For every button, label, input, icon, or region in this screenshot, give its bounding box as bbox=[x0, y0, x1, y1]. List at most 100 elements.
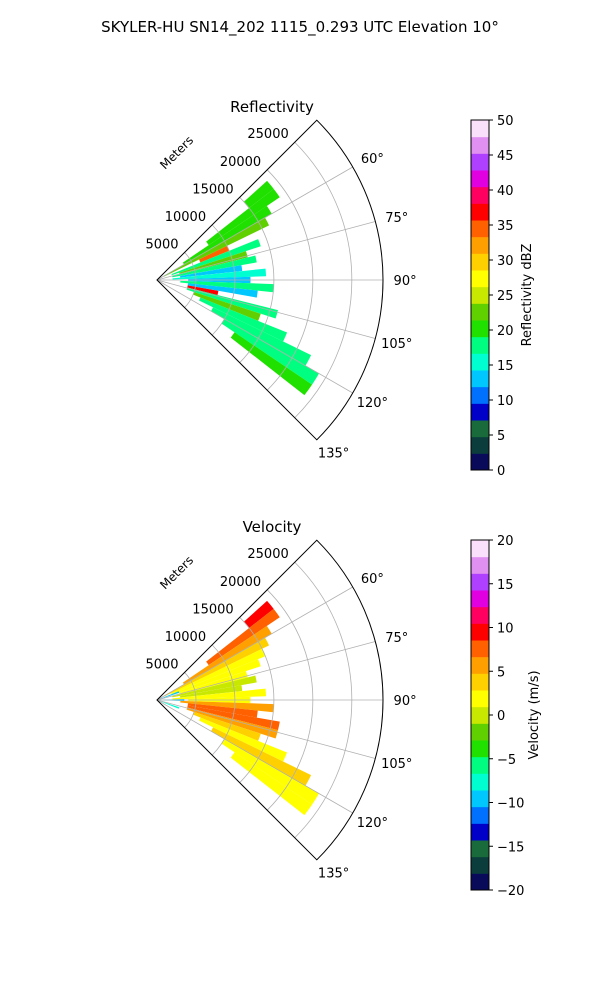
azimuth-tick-label: 105° bbox=[381, 757, 412, 772]
reflectivity-colorbar-bands bbox=[471, 120, 489, 471]
colorbar-band bbox=[471, 386, 489, 404]
radar-cell bbox=[172, 255, 257, 278]
colorbar-band bbox=[471, 370, 489, 388]
radar-cell bbox=[206, 188, 280, 246]
colorbar-band bbox=[471, 153, 489, 171]
radar-cell bbox=[193, 292, 261, 321]
colorbar-band bbox=[471, 420, 489, 438]
radial-tick-label: 15000 bbox=[192, 182, 233, 197]
radar-cell bbox=[180, 280, 274, 293]
radar-cell bbox=[230, 752, 313, 816]
radar-cell bbox=[171, 648, 266, 695]
reflectivity-colorbar: 0 5 10 15 20 25 30 35 40 45 50 Reflectivity dBZ bbox=[470, 114, 535, 479]
colorbar-tick-label: 15 bbox=[497, 578, 514, 593]
radar-cell bbox=[157, 691, 180, 700]
sector-outline bbox=[156, 539, 384, 861]
radar-cell bbox=[210, 727, 312, 786]
azimuth-spoke bbox=[156, 279, 376, 339]
colorbar-tick-label: 25 bbox=[497, 289, 514, 304]
velocity-panel: Velocity Meters 5000 10000 15000 20000 25000… bbox=[145, 518, 416, 882]
colorbar-band bbox=[471, 286, 489, 304]
colorbar-band bbox=[471, 573, 489, 591]
colorbar-tick-label: −20 bbox=[497, 884, 524, 899]
radar-cell bbox=[186, 707, 278, 739]
colorbar-band bbox=[471, 120, 489, 138]
radial-tick-label: 15000 bbox=[192, 602, 233, 617]
radar-cell bbox=[163, 217, 270, 277]
colorbar-tick-label: −15 bbox=[497, 840, 524, 855]
colorbar-tick-label: 10 bbox=[497, 394, 514, 409]
colorbar-band bbox=[471, 353, 489, 371]
azimuth-spoke bbox=[156, 221, 376, 281]
velocity-title: Velocity bbox=[243, 518, 302, 536]
colorbar-band bbox=[471, 806, 489, 824]
colorbar-band bbox=[471, 706, 489, 724]
colorbar-band bbox=[471, 203, 489, 221]
azimuth-tick-label: 105° bbox=[381, 337, 412, 352]
radar-cell bbox=[199, 297, 288, 342]
colorbar-band bbox=[471, 623, 489, 641]
colorbar-band bbox=[471, 640, 489, 658]
colorbar-tick-label: 20 bbox=[497, 324, 514, 339]
colorbar-band bbox=[471, 590, 489, 608]
azimuth-spoke bbox=[156, 699, 376, 759]
reflectivity-colorbar-ticks: 0 5 10 15 20 25 30 35 40 45 50 bbox=[489, 114, 514, 479]
azimuth-spoke bbox=[156, 699, 353, 814]
colorbar-band bbox=[471, 873, 489, 891]
radial-tick-label: 10000 bbox=[165, 210, 206, 225]
radar-cell bbox=[221, 738, 319, 805]
velocity-colorbar: −20 −15 −10 −5 0 5 10 15 20 Velocity (m/s) bbox=[470, 534, 542, 899]
sector-outline bbox=[156, 119, 384, 441]
azimuth-spoke bbox=[156, 586, 353, 701]
colorbar-tick-label: 40 bbox=[497, 184, 514, 199]
azimuth-spoke bbox=[156, 166, 353, 281]
colorbar-band bbox=[471, 723, 489, 741]
colorbar-tick-label: −5 bbox=[497, 753, 516, 768]
reflectivity-panel: Reflectivity Meters 5000 10000 15000 20000 2… bbox=[145, 98, 416, 462]
colorbar-tick-label: 30 bbox=[497, 254, 514, 269]
velocity-grid bbox=[156, 539, 384, 861]
colorbar-tick-label: 35 bbox=[497, 219, 514, 234]
radar-cell bbox=[193, 712, 261, 741]
radar-cell bbox=[172, 675, 257, 698]
velocity-ticks: 5000 10000 15000 20000 25000 60° 75° 90° 105° 120… bbox=[145, 547, 416, 881]
radial-tick-label: 20000 bbox=[220, 155, 261, 170]
figure-suptitle: SKYLER-HU SN14_202 1115_0.293 UTC Elevat… bbox=[101, 18, 499, 37]
colorbar-band bbox=[471, 856, 489, 874]
reflectivity-grid bbox=[156, 119, 384, 441]
radar-cell bbox=[243, 180, 274, 209]
radar-cell bbox=[180, 700, 274, 713]
colorbar-band bbox=[471, 773, 489, 791]
colorbar-band bbox=[471, 436, 489, 454]
colorbar-band bbox=[471, 540, 489, 558]
radial-tick-label: 20000 bbox=[220, 575, 261, 590]
colorbar-band bbox=[471, 453, 489, 471]
colorbar-tick-label: 50 bbox=[497, 114, 514, 129]
azimuth-tick-label: 60° bbox=[361, 152, 384, 167]
radar-cell bbox=[157, 700, 180, 709]
velocity-radial-label: Meters bbox=[157, 553, 196, 592]
colorbar-band bbox=[471, 136, 489, 154]
colorbar-band bbox=[471, 220, 489, 238]
radar-cell bbox=[182, 625, 272, 685]
colorbar-band bbox=[471, 170, 489, 188]
colorbar-band bbox=[471, 320, 489, 338]
colorbar-band bbox=[471, 740, 489, 758]
colorbar-band bbox=[471, 790, 489, 808]
radial-tick-label: 10000 bbox=[165, 630, 206, 645]
velocity-colorbar-ticks: −20 −15 −10 −5 0 5 10 15 20 bbox=[489, 534, 524, 899]
colorbar-band bbox=[471, 253, 489, 271]
azimuth-tick-label: 75° bbox=[385, 211, 408, 226]
colorbar-band bbox=[471, 823, 489, 841]
radial-tick-label: 25000 bbox=[247, 547, 288, 562]
colorbar-tick-label: 15 bbox=[497, 359, 514, 374]
radar-cell bbox=[199, 717, 288, 762]
colorbar-band bbox=[471, 270, 489, 288]
azimuth-tick-label: 90° bbox=[394, 274, 417, 289]
colorbar-tick-label: 0 bbox=[497, 464, 505, 479]
colorbar-tick-label: 10 bbox=[497, 622, 514, 637]
radar-cell bbox=[182, 205, 272, 265]
reflectivity-radial-label: Meters bbox=[157, 133, 196, 172]
radar-cell bbox=[163, 637, 270, 697]
